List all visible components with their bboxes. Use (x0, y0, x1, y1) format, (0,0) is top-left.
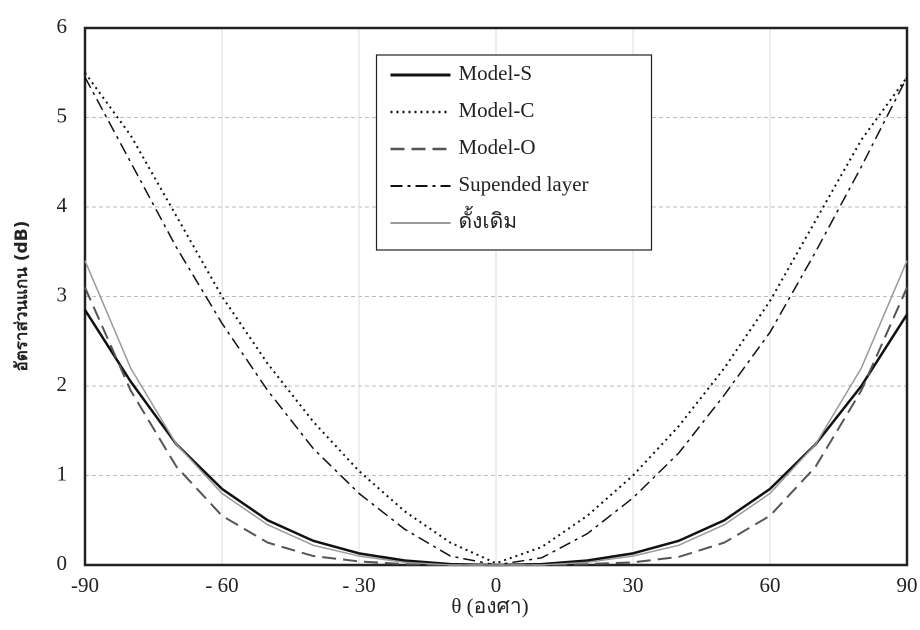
x-tick-label: 0 (491, 573, 502, 597)
y-tick-label: 6 (57, 14, 68, 38)
x-tick-label: 30 (623, 573, 644, 597)
legend-label: Model-O (459, 135, 536, 159)
x-tick-label: 60 (760, 573, 781, 597)
legend-label: Model-C (459, 98, 535, 122)
y-tick-label: 4 (57, 193, 68, 217)
y-tick-label: 5 (57, 103, 68, 127)
series-line (84, 260, 908, 566)
legend-label: Supended layer (459, 172, 589, 196)
x-tick-label: 90 (897, 573, 918, 597)
y-tick-label: 0 (57, 551, 68, 575)
y-tick-label: 1 (57, 461, 68, 485)
y-axis-title: อัตราส่วนแกน (dB) (12, 221, 32, 372)
series-line (84, 72, 908, 565)
y-tick-label: 3 (57, 282, 68, 306)
x-tick-label: - 60 (205, 573, 238, 597)
legend-label: ดั้งเดิม (459, 206, 518, 233)
x-tick-label: - 30 (342, 573, 375, 597)
x-tick-label: -90 (71, 573, 99, 597)
legend: Model-S Model-C Model-O Supended layer ดั้งเ… (375, 54, 653, 251)
legend-box (375, 54, 653, 251)
x-axis-title: θ (องศา) (451, 594, 528, 618)
y-tick-label: 2 (57, 372, 68, 396)
legend-label: Model-S (459, 61, 533, 85)
